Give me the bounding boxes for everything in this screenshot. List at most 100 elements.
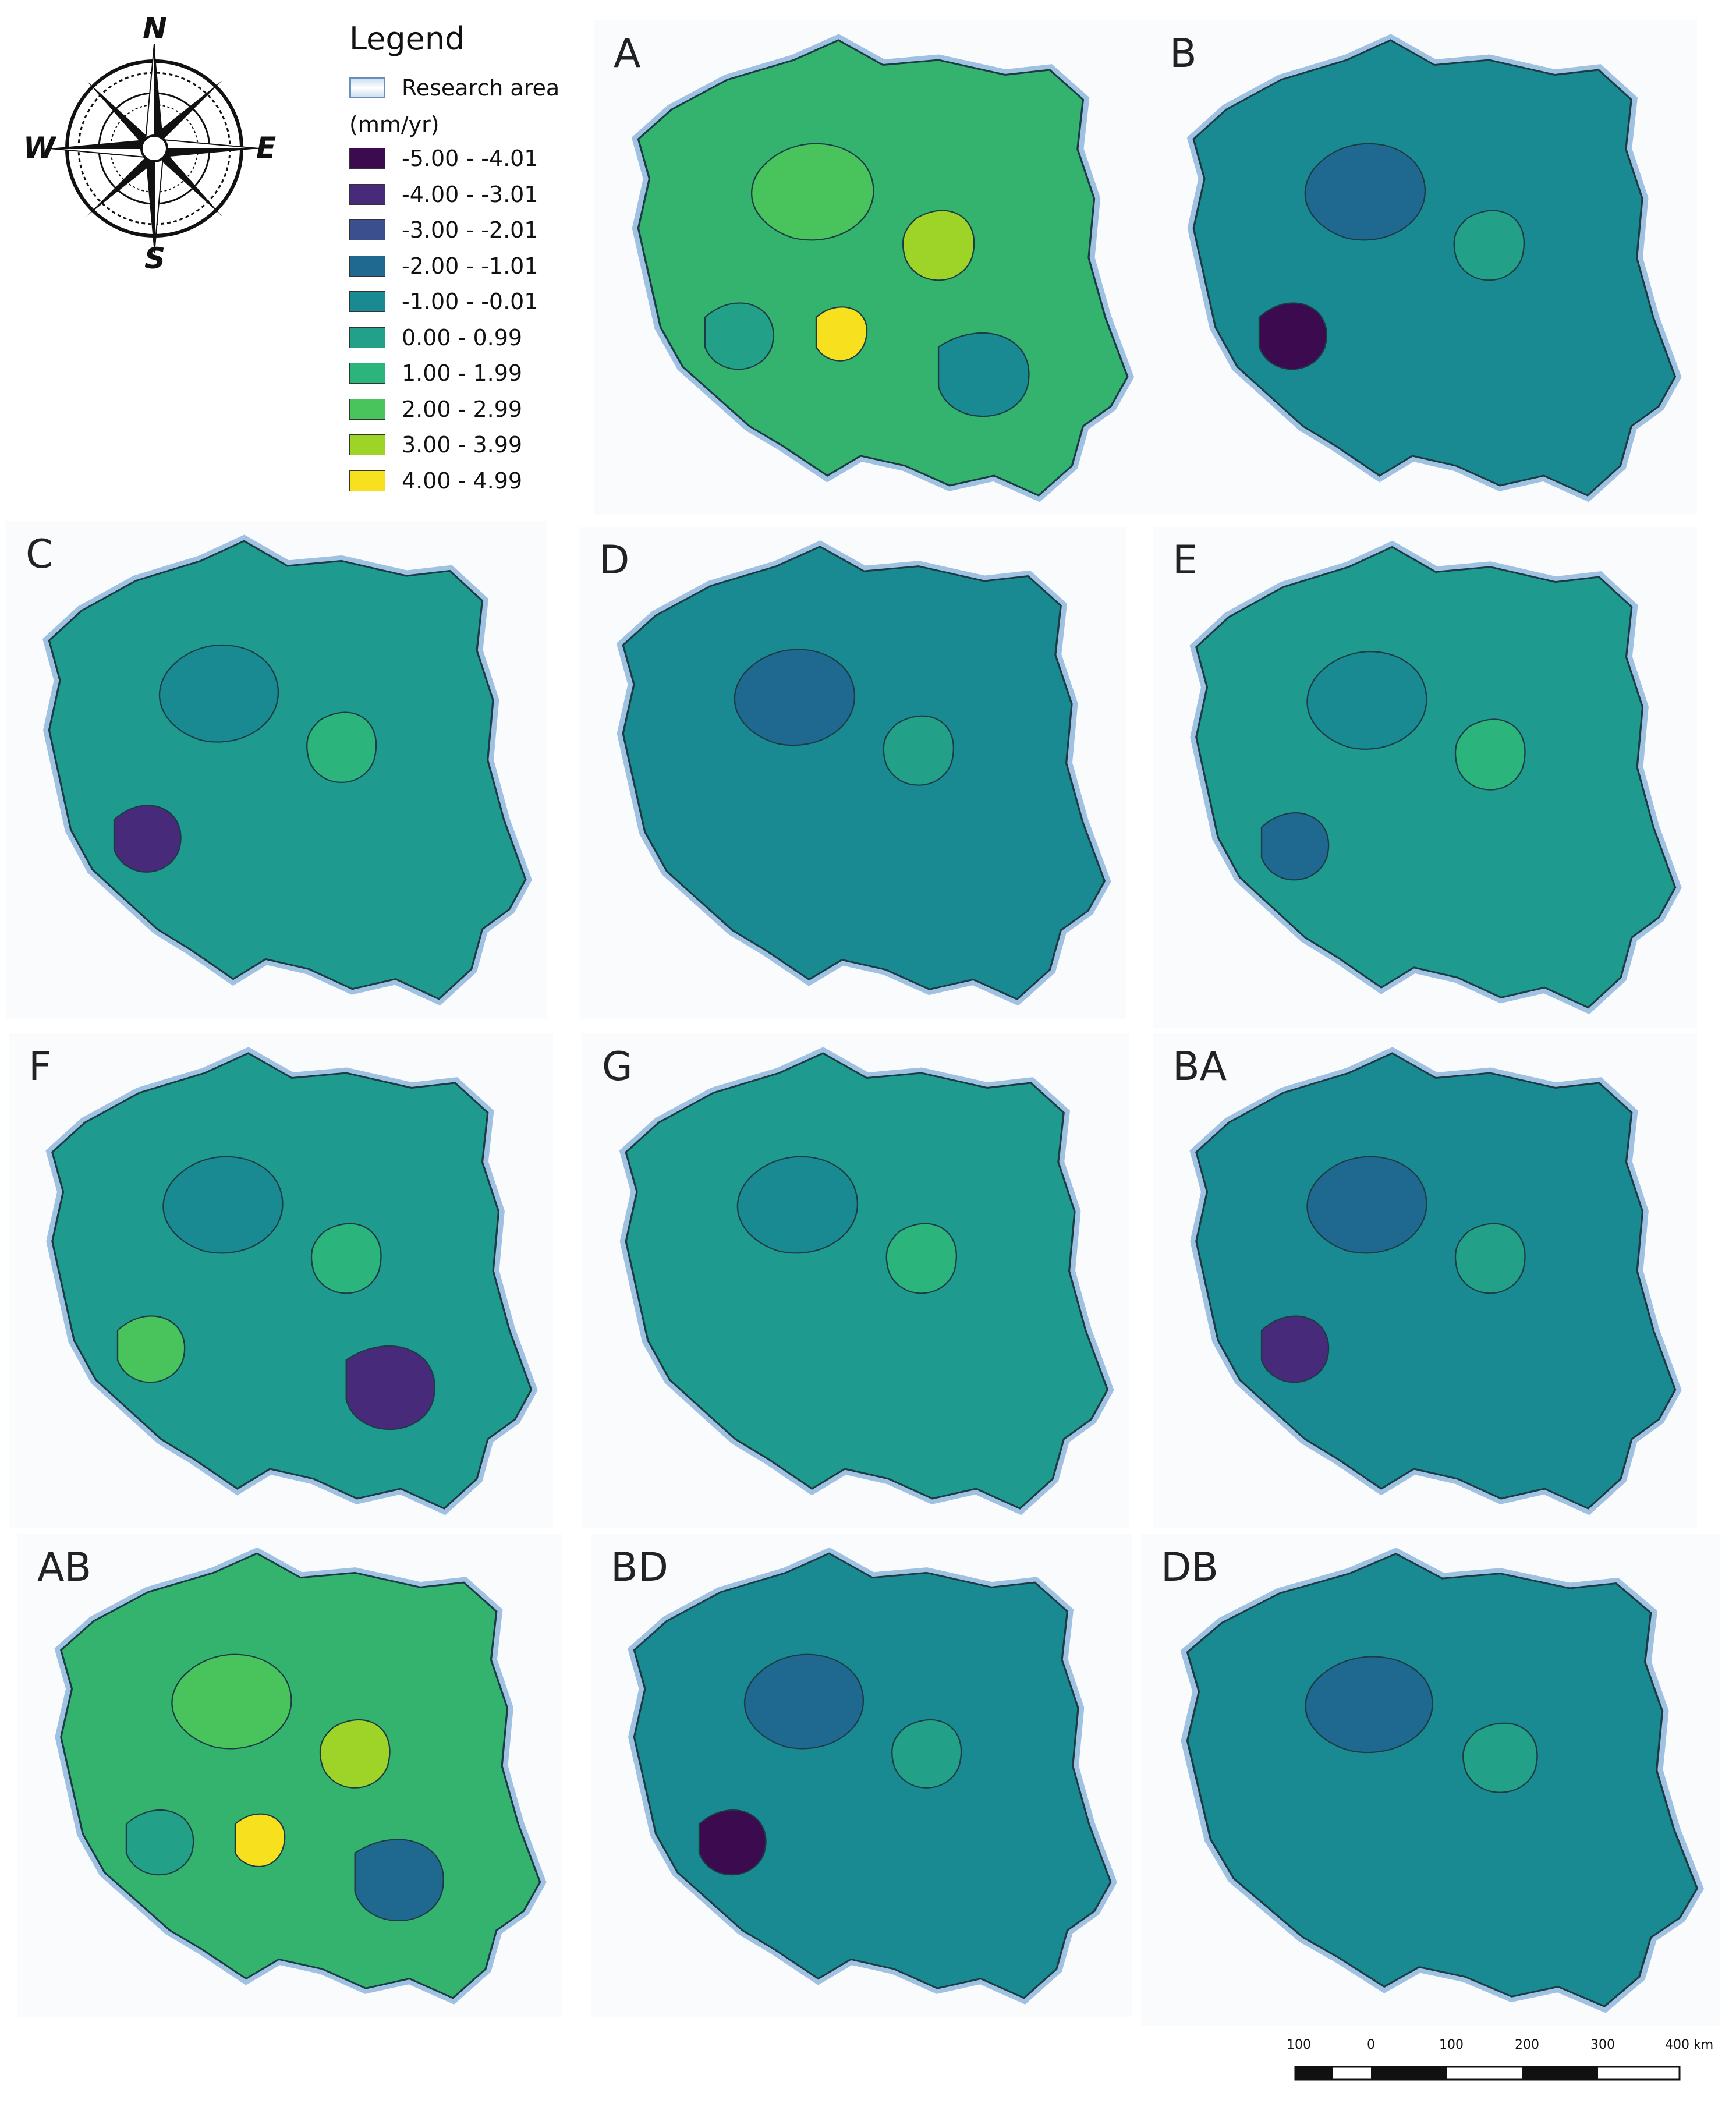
legend-swatch [349,434,385,456]
legend-swatch [349,470,385,491]
map-base-zone [1196,1053,1675,1508]
panel-label: E [1172,537,1198,583]
map-value-zone [885,1223,958,1294]
panel-label: BD [611,1545,669,1591]
legend-unit: (mm/yr) [349,111,440,137]
map-value-zone [704,302,774,370]
map-base-zone [638,40,1128,495]
map-value-zone [1260,1315,1330,1383]
scale-tick-label: 400 km [1665,2038,1714,2052]
country-outline [622,546,1106,1000]
panel-label: B [1170,31,1197,77]
map-panel-bd: BD [591,1534,1132,2017]
map-panel-g: G [582,1033,1129,1528]
legend-class-label: -4.00 - -3.01 [402,181,538,207]
choropleth-map [616,540,1111,1006]
map-value-zone [310,1223,382,1294]
map-value-zone [883,715,955,786]
legend-class-label: 3.00 - 3.99 [402,432,523,458]
legend-class-label: -1.00 - -0.01 [402,289,538,315]
map-value-zone [815,306,868,362]
legend-swatch [349,291,385,313]
map-panel-c: C [6,521,547,1019]
legend-class-row: -5.00 - -4.01 [349,141,594,177]
map-value-zone [937,332,1030,417]
map-value-zone [162,1156,284,1254]
choropleth-map [45,1047,538,1515]
map-value-zone [1306,1156,1427,1254]
legend-class-row: 0.00 - 0.99 [349,320,594,356]
map-panel-ab: AB [17,1534,562,2017]
choropleth-map [42,534,532,1006]
legend-class-label: 0.00 - 0.99 [402,324,523,350]
map-base-zone [626,1053,1108,1508]
panel-label: C [26,532,54,578]
legend-swatch [349,255,385,277]
choropleth-map [619,1047,1114,1515]
map-value-zone [113,805,182,873]
map-value-zone [234,1813,286,1867]
map-base-zone [1193,40,1675,495]
map-value-zone [1453,210,1525,281]
map-value-zone [902,210,975,281]
panel-label: BA [1172,1044,1227,1090]
legend-class-label: -2.00 - -1.01 [402,253,538,279]
country-outline [1195,1052,1677,1510]
scale-bar-graphic [1294,2066,1681,2081]
legend-class-label: -3.00 - -2.01 [402,217,538,243]
map-value-zone [116,1315,186,1383]
compass-north-label: N [143,12,167,45]
map-value-zone [891,1719,962,1789]
choropleth-map [631,34,1135,502]
map-value-zone [1454,718,1526,791]
map-base-zone [61,1553,540,1998]
research-area-label: Research area [402,75,560,101]
map-base-zone [634,1553,1111,1998]
map-value-zone [1305,1656,1433,1754]
country-outline [1186,1553,1699,2007]
map-panel-db: DB [1141,1534,1720,2026]
choropleth-map [1186,34,1682,502]
legend-swatch [349,183,385,205]
compass-west-label: W [23,131,56,165]
panel-label: AB [37,1545,92,1591]
legend-swatch [349,148,385,169]
compass-rose: N S W E [23,12,285,275]
country-outline [625,1052,1109,1510]
legend-research-area: Research area [349,70,594,106]
panel-label: G [602,1044,633,1090]
scale-bar: 100 0 100 200 300 400 km [1269,2038,1723,2102]
legend-classes: -5.00 - -4.01 -4.00 - -3.01 -3.00 - -2.01 -… [349,141,594,499]
map-value-zone [734,649,856,746]
map-value-zone [354,1839,444,1922]
legend-class-row: -3.00 - -2.01 [349,213,594,249]
map-value-zone [171,1653,292,1750]
map-base-zone [52,1053,532,1508]
map-value-zone [750,143,874,241]
legend-swatch [349,398,385,420]
legend-class-row: 3.00 - 3.99 [349,427,594,463]
panel-label: F [29,1044,52,1090]
map-value-zone [158,645,279,743]
map-base-zone [49,541,526,999]
map-value-zone [698,1809,767,1876]
map-value-zone [319,1719,391,1789]
scale-tick-label: 0 [1367,2038,1375,2052]
map-panel-d: D [579,527,1126,1019]
legend-swatch [349,327,385,348]
legend-title: Legend [349,20,465,57]
map-base-zone [1196,547,1675,1008]
scale-tick-label: 100 [1287,2038,1311,2052]
scale-tick-label: 100 [1439,2038,1464,2052]
choropleth-map [1180,1548,1705,2013]
map-panel-a: A [594,20,1150,515]
map-value-zone [345,1345,435,1430]
research-area-swatch [349,77,385,98]
map-base-zone [623,546,1105,1000]
legend-swatch [349,219,385,241]
compass-south-label: S [144,242,166,275]
map-value-zone [743,1653,864,1750]
map-value-zone [1454,1223,1526,1294]
scale-tick-label: 200 [1515,2038,1539,2052]
map-value-zone [1260,812,1330,881]
